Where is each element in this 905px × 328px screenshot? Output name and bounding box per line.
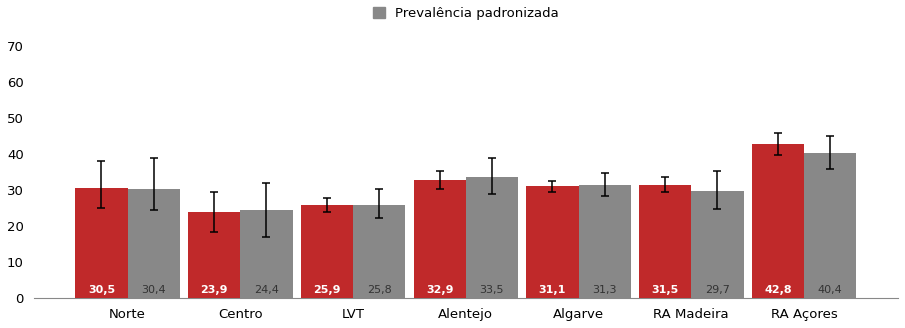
Bar xyxy=(300,205,353,298)
Text: 23,9: 23,9 xyxy=(200,285,228,296)
Text: 42,8: 42,8 xyxy=(764,285,792,296)
Bar xyxy=(128,189,180,298)
Legend: Prevalência padronizada: Prevalência padronizada xyxy=(373,7,559,20)
Bar xyxy=(752,144,804,298)
Text: 25,9: 25,9 xyxy=(313,285,340,296)
Bar xyxy=(578,185,631,298)
Text: 31,1: 31,1 xyxy=(538,285,567,296)
Bar xyxy=(639,185,691,298)
Bar xyxy=(353,205,405,298)
Bar xyxy=(75,188,128,298)
Text: 31,3: 31,3 xyxy=(593,285,617,296)
Bar xyxy=(188,212,241,298)
Text: 24,4: 24,4 xyxy=(254,285,279,296)
Bar xyxy=(466,177,518,298)
Text: 29,7: 29,7 xyxy=(705,285,729,296)
Text: 33,5: 33,5 xyxy=(480,285,504,296)
Bar xyxy=(414,180,466,298)
Text: 40,4: 40,4 xyxy=(818,285,843,296)
Bar xyxy=(527,186,578,298)
Bar xyxy=(241,210,292,298)
Bar xyxy=(691,191,744,298)
Text: 25,8: 25,8 xyxy=(367,285,392,296)
Text: 32,9: 32,9 xyxy=(426,285,453,296)
Text: 30,4: 30,4 xyxy=(141,285,166,296)
Bar xyxy=(804,153,856,298)
Text: 30,5: 30,5 xyxy=(88,285,115,296)
Text: 31,5: 31,5 xyxy=(652,285,679,296)
